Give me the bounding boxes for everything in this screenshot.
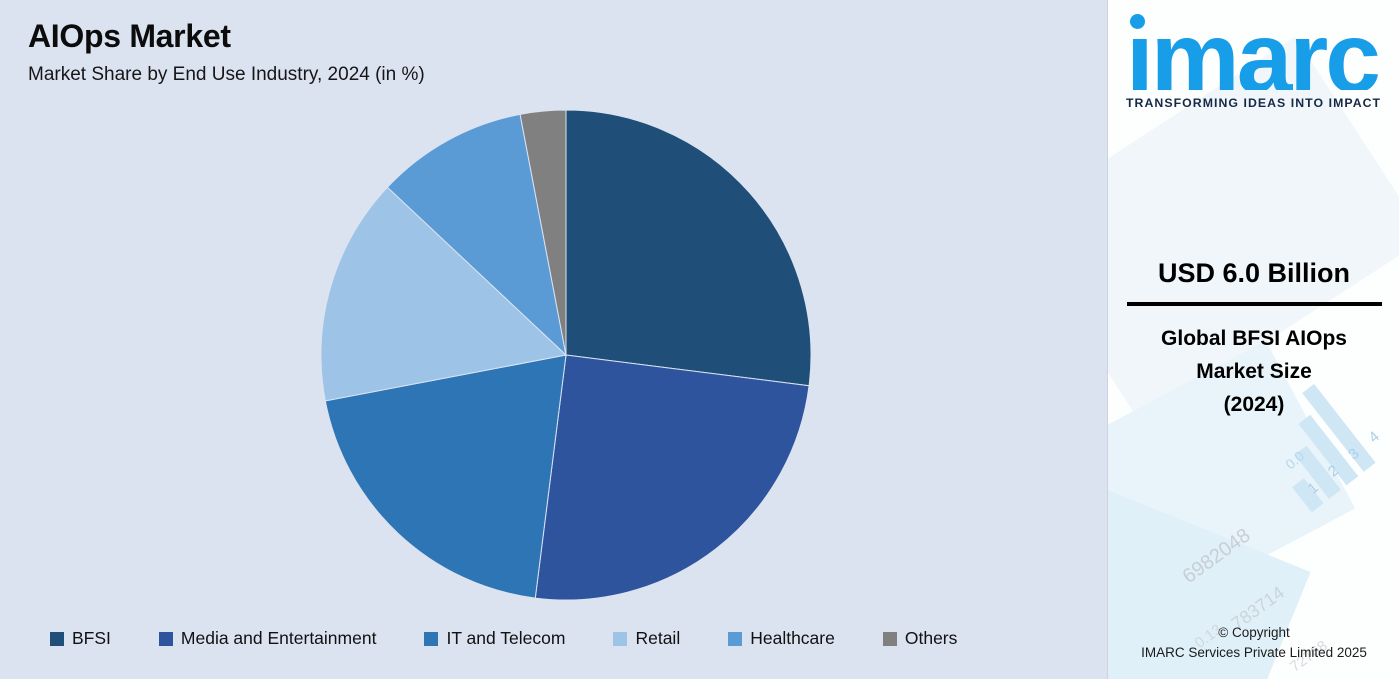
legend-label: Media and Entertainment bbox=[180, 628, 377, 648]
pie-chart bbox=[320, 109, 812, 601]
logo-dot-icon bbox=[1130, 14, 1145, 29]
market-size-label: Global BFSI AIOps Market Size (2024) bbox=[1161, 327, 1347, 416]
pie-slice-others bbox=[519, 109, 567, 356]
divider bbox=[1126, 302, 1382, 306]
market-size-value: USD 6.0 Billion bbox=[1157, 258, 1351, 288]
legend-item-retail: Retail bbox=[613, 628, 680, 649]
legend-label: Healthcare bbox=[750, 628, 835, 648]
pie-chart-wrap bbox=[316, 105, 816, 605]
legend-item-healthcare: Healthcare bbox=[728, 628, 835, 649]
legend-swatch-icon bbox=[50, 631, 64, 646]
legend: BFSI Media and Entertainment IT and Teleco… bbox=[50, 628, 957, 649]
legend-label: Retail bbox=[635, 628, 681, 648]
copyright: © Copyright IMARC Services Private Limit… bbox=[1141, 625, 1367, 660]
chart-header: AIOps Market Market Share by End Use Ind… bbox=[28, 18, 425, 86]
legend-swatch-icon bbox=[158, 631, 173, 646]
legend-swatch-icon bbox=[613, 631, 628, 646]
legend-item-others: Others bbox=[882, 628, 958, 649]
pie-slice-it-and-telecom bbox=[324, 354, 567, 599]
pie-slice-media-and-entertainment bbox=[534, 354, 810, 601]
chart-title: AIOps Market bbox=[28, 18, 231, 54]
legend-item-bfsi: BFSI bbox=[50, 628, 111, 649]
legend-swatch-icon bbox=[728, 631, 743, 646]
legend-swatch-icon bbox=[424, 631, 439, 646]
legend-label: IT and Telecom bbox=[446, 628, 566, 648]
legend-label: Others bbox=[904, 628, 958, 648]
pie-slice-retail bbox=[320, 186, 568, 402]
pie-slice-healthcare bbox=[386, 113, 567, 357]
chart-subtitle: Market Share by End Use Industry, 2024 (… bbox=[28, 64, 425, 85]
decorative-number: 0.0 bbox=[1281, 447, 1307, 473]
legend-item-it-and-telecom: IT and Telecom bbox=[424, 628, 565, 649]
sidebar: 0.0 1 2 3 4 6982048 783714 0.13 72768 im… bbox=[1107, 0, 1399, 679]
legend-item-media-and-entertainment: Media and Entertainment bbox=[158, 628, 377, 649]
decorative-number: 6982048 bbox=[1178, 524, 1255, 588]
pie-slice-bfsi bbox=[565, 109, 812, 387]
legend-swatch-icon bbox=[882, 631, 897, 646]
market-size-block: USD 6.0 Billion Global BFSI AIOps Market… bbox=[1108, 258, 1399, 421]
legend-label: BFSI bbox=[72, 628, 111, 648]
chart-panel: AIOps Market Market Share by End Use Ind… bbox=[28, 18, 958, 649]
imarc-logo: imarc TRANSFORMING IDEAS INTO IMPACT bbox=[1126, 14, 1384, 110]
decorative-number: 1 2 3 4 bbox=[1304, 423, 1389, 498]
logo-tagline: TRANSFORMING IDEAS INTO IMPACT bbox=[1126, 96, 1382, 110]
logo-word: imarc bbox=[1126, 33, 1381, 90]
